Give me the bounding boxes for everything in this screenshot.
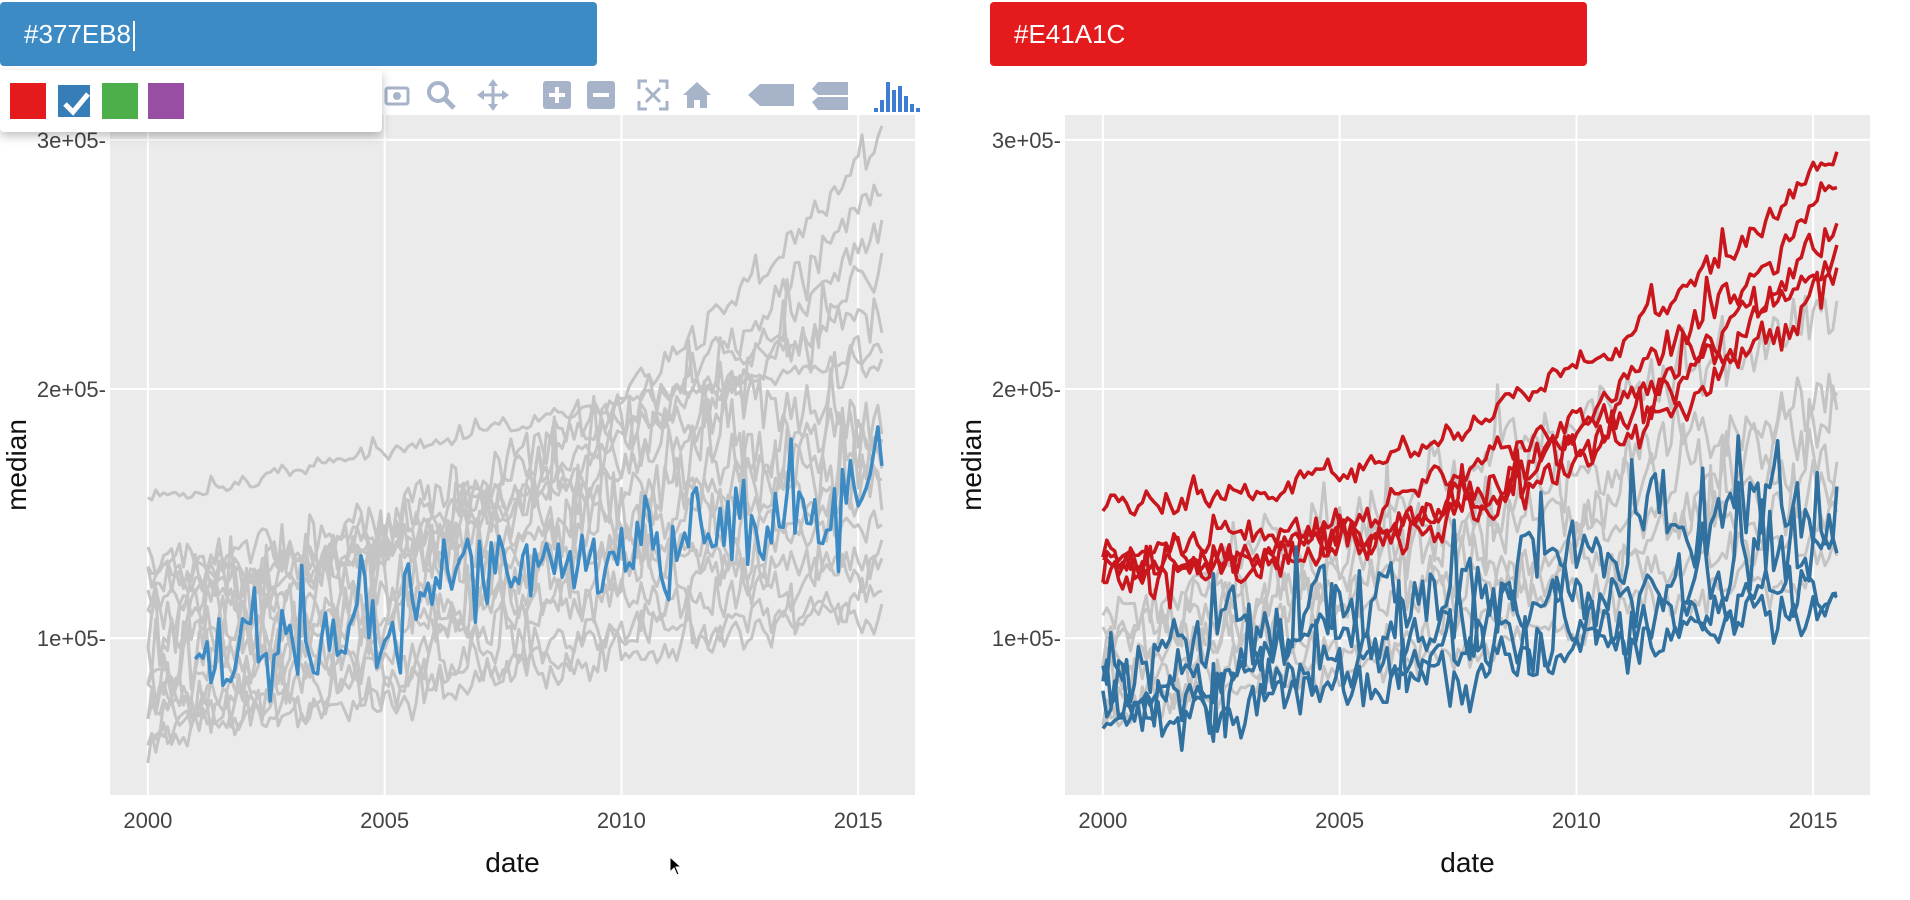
series-line-city-2[interactable] bbox=[146, 125, 884, 578]
series-line-city-6[interactable] bbox=[146, 280, 884, 618]
y-tick-label: 3e+05- bbox=[37, 128, 106, 153]
color-input-right-value: #E41A1C bbox=[1014, 19, 1126, 49]
y-tick-label: 1e+05- bbox=[992, 626, 1061, 651]
color-input-left[interactable]: #377EB8 bbox=[0, 2, 597, 66]
pan-icon[interactable] bbox=[476, 78, 510, 112]
swatch-purple[interactable] bbox=[148, 83, 184, 119]
chart-right[interactable]: 2000 2005 2010 2015 1e+05- 2e+05- 3e+05- date me… bbox=[955, 70, 1910, 900]
y-axis-title: median bbox=[1, 419, 32, 511]
series-line-city-8[interactable] bbox=[146, 384, 884, 657]
y-tick-label: 3e+05- bbox=[992, 128, 1061, 153]
series-line-red-2[interactable] bbox=[1101, 181, 1838, 572]
x-tick-label: 2015 bbox=[834, 808, 883, 833]
plot-modebar bbox=[380, 78, 920, 112]
swatch-green[interactable] bbox=[102, 83, 138, 119]
series-line-city-4[interactable] bbox=[146, 219, 884, 595]
series-line-city-9[interactable] bbox=[146, 367, 884, 676]
series-line-city-13[interactable] bbox=[146, 492, 883, 720]
compare-hover-icon[interactable] bbox=[810, 78, 850, 112]
series-line-blue-2[interactable] bbox=[1101, 480, 1839, 733]
text-caret bbox=[132, 21, 135, 52]
x-tick-label: 2010 bbox=[597, 808, 646, 833]
y-axis-title: median bbox=[956, 419, 987, 511]
series-line-city-3[interactable] bbox=[146, 183, 883, 590]
series-group bbox=[1101, 151, 1839, 752]
chart-left[interactable]: 2000 2005 2010 2015 1e+05- 2e+05- 3e+05- date me… bbox=[0, 70, 955, 900]
camera-icon[interactable] bbox=[380, 78, 414, 112]
series-line-gray-2[interactable] bbox=[1101, 372, 1839, 648]
series-line-gray-6[interactable] bbox=[1101, 500, 1839, 724]
checkmark-icon bbox=[63, 92, 90, 116]
series-line-blue-1[interactable] bbox=[1101, 434, 1839, 704]
spike-lines-icon[interactable] bbox=[746, 78, 796, 112]
series-line-red-5[interactable] bbox=[1102, 267, 1839, 610]
swatch-red[interactable] bbox=[10, 83, 46, 119]
plotly-logo-icon[interactable] bbox=[872, 78, 922, 112]
home-icon[interactable] bbox=[680, 78, 714, 112]
x-tick-label: 2005 bbox=[1315, 808, 1364, 833]
series-line-city-7[interactable] bbox=[146, 335, 884, 635]
autoscale-icon[interactable] bbox=[636, 78, 670, 112]
series-line-red-1[interactable] bbox=[1101, 151, 1839, 517]
x-tick-label: 2010 bbox=[1552, 808, 1601, 833]
x-tick-label: 2000 bbox=[123, 808, 172, 833]
y-tick-label: 1e+05- bbox=[37, 626, 106, 651]
x-axis-title: date bbox=[1440, 847, 1495, 878]
series-line-highlight[interactable] bbox=[193, 425, 884, 703]
color-input-left-value: #377EB8 bbox=[24, 19, 131, 49]
series-group bbox=[146, 125, 884, 764]
color-swatch-popup bbox=[0, 70, 382, 132]
x-tick-label: 2015 bbox=[1789, 808, 1838, 833]
series-line-blue-3[interactable] bbox=[1101, 564, 1838, 743]
y-tick-label: 2e+05- bbox=[37, 377, 106, 402]
series-line-blue-4[interactable] bbox=[1101, 591, 1838, 752]
y-tick-label: 2e+05- bbox=[992, 377, 1061, 402]
series-line-city-11[interactable] bbox=[146, 421, 884, 710]
x-tick-label: 2000 bbox=[1078, 808, 1127, 833]
x-axis-title: date bbox=[485, 847, 540, 878]
swatch-blue[interactable] bbox=[56, 83, 92, 119]
zoom-icon[interactable] bbox=[424, 78, 458, 112]
zoom-out-icon[interactable] bbox=[584, 78, 618, 112]
x-tick-label: 2005 bbox=[360, 808, 409, 833]
mouse-cursor-icon bbox=[669, 856, 683, 876]
color-input-right[interactable]: #E41A1C bbox=[990, 2, 1587, 66]
zoom-in-icon[interactable] bbox=[540, 78, 574, 112]
series-line-gray-3[interactable] bbox=[1101, 384, 1839, 666]
series-line-city-16[interactable] bbox=[146, 576, 883, 746]
series-line-gray-7[interactable] bbox=[1101, 542, 1839, 728]
series-line-city-17[interactable] bbox=[147, 595, 884, 748]
